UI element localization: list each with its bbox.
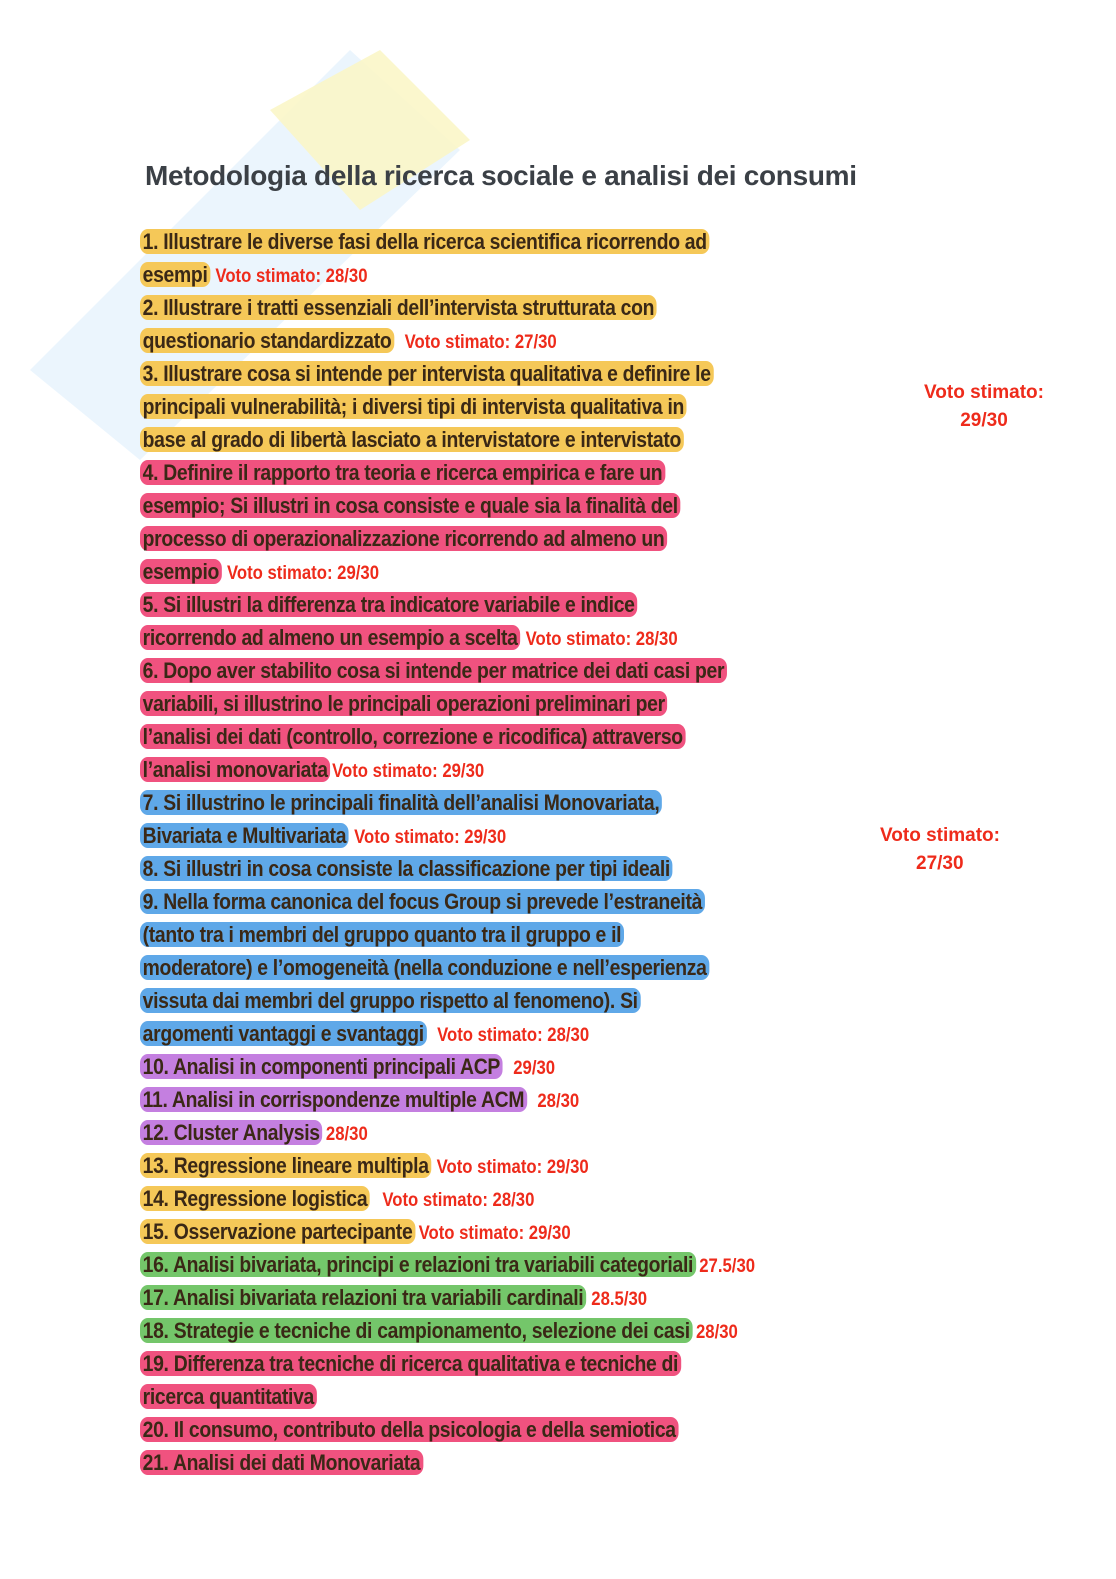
grade-estimate: Voto stimato: 28/30: [437, 1025, 590, 1046]
question-text: Bivariata e Multivariata: [140, 823, 349, 848]
question-text: 15. Osservazione partecipante: [140, 1219, 416, 1244]
question-text: 21. Analisi dei dati Monovariata: [140, 1450, 424, 1475]
question-text: 12. Cluster Analysis: [140, 1120, 323, 1145]
question-text: esempi: [140, 262, 211, 287]
question-text: 13. Regressione lineare multipla: [140, 1153, 432, 1178]
question-text: 14. Regressione logistica: [140, 1186, 370, 1211]
list-item: 16. Analisi bivariata, principi e relazi…: [140, 1248, 1100, 1281]
list-item: 2. Illustrare i tratti essenziali dell’i…: [140, 291, 1100, 357]
question-text: 20. Il consumo, contributo della psicolo…: [140, 1417, 679, 1442]
list-item: 6. Dopo aver stabilito cosa si intende p…: [140, 654, 1100, 786]
question-text: base al grado di libertà lasciato a inte…: [140, 427, 684, 452]
list-item: 13. Regressione lineare multipla Voto sti…: [140, 1149, 1100, 1182]
grade-estimate: Voto stimato: 29/30: [418, 1223, 571, 1244]
question-text: vissuta dai membri del gruppo rispetto a…: [140, 988, 641, 1013]
question-text: 16. Analisi bivariata, principi e relazi…: [140, 1252, 696, 1277]
question-text: principali vulnerabilità; i diversi tipi…: [140, 394, 687, 419]
list-item: 21. Analisi dei dati Monovariata: [140, 1446, 1100, 1479]
grade-estimate: Voto stimato: 27/30: [404, 332, 557, 353]
grade-estimate: Voto stimato: 27/30: [880, 822, 1000, 878]
question-text: variabili, si illustrino le principali o…: [140, 691, 668, 716]
grade-estimate: 28/30: [537, 1091, 580, 1112]
question-text: moderatore) e l’omogeneità (nella conduz…: [140, 955, 710, 980]
question-text: 6. Dopo aver stabilito cosa si intende p…: [140, 658, 727, 683]
question-text: 1. Illustrare le diverse fasi della rice…: [140, 229, 710, 254]
question-text: 18. Strategie e tecniche di campionament…: [140, 1318, 693, 1343]
question-text: ricerca quantitativa: [140, 1384, 317, 1409]
question-text: 17. Analisi bivariata relazioni tra vari…: [140, 1285, 587, 1310]
question-text: 3. Illustrare cosa si intende per interv…: [140, 361, 714, 386]
question-text: questionario standardizzato: [140, 328, 395, 353]
page-title: Metodologia della ricerca sociale e anal…: [145, 160, 857, 191]
question-text: 4. Definire il rapporto tra teoria e ric…: [140, 460, 665, 485]
grade-estimate: Voto stimato: 28/30: [215, 266, 368, 287]
question-text: 10. Analisi in componenti principali ACP: [140, 1054, 503, 1079]
grade-estimate: Voto stimato: 29/30: [332, 761, 485, 782]
list-item: 19. Differenza tra tecniche di ricerca q…: [140, 1347, 1100, 1413]
grade-estimate: Voto stimato: 29/30: [924, 379, 1044, 435]
grade-estimate: Voto stimato: 28/30: [382, 1190, 535, 1211]
question-text: ricorrendo ad almeno un esempio a scelta: [140, 625, 521, 650]
grade-estimate: 28/30: [325, 1124, 368, 1145]
list-item: 1. Illustrare le diverse fasi della rice…: [140, 225, 1100, 291]
grade-value: 27/30: [916, 853, 964, 874]
list-item: 17. Analisi bivariata relazioni tra vari…: [140, 1281, 1100, 1314]
list-item: 11. Analisi in corrispondenze multiple A…: [140, 1083, 1100, 1116]
grade-value: 29/30: [960, 410, 1008, 431]
question-text: l’analisi monovariata: [140, 757, 331, 782]
list-item: 15. Osservazione partecipante Voto stimat…: [140, 1215, 1100, 1248]
list-item: 10. Analisi in componenti principali ACP…: [140, 1050, 1100, 1083]
question-text: argomenti vantaggi e svantaggi: [140, 1021, 427, 1046]
grade-estimate: 29/30: [513, 1058, 556, 1079]
grade-label: Voto stimato:: [924, 382, 1044, 403]
grade-estimate: 28.5/30: [591, 1289, 648, 1310]
question-text: 19. Differenza tra tecniche di ricerca q…: [140, 1351, 681, 1376]
list-item: 4. Definire il rapporto tra teoria e ric…: [140, 456, 1100, 588]
grade-label: Voto stimato:: [880, 825, 1000, 846]
question-text: 11. Analisi in corrispondenze multiple A…: [140, 1087, 527, 1112]
question-text: 2. Illustrare i tratti essenziali dell’i…: [140, 295, 657, 320]
list-item: 9. Nella forma canonica del focus Group …: [140, 885, 1100, 1050]
question-list: 1. Illustrare le diverse fasi della rice…: [140, 225, 1100, 1479]
list-item: 14. Regressione logistica Voto stimato: 2…: [140, 1182, 1100, 1215]
grade-estimate: Voto stimato: 29/30: [226, 563, 380, 584]
question-text: processo di operazionalizzazione ricorre…: [140, 526, 667, 551]
grade-estimate: 28/30: [695, 1322, 738, 1343]
list-item: 7. Si illustrino le principali finalità …: [140, 786, 1100, 852]
list-item: 5. Si illustri la differenza tra indicat…: [140, 588, 1100, 654]
question-text: l’analisi dei dati (controllo, correzion…: [140, 724, 686, 749]
grade-estimate: Voto stimato: 29/30: [354, 827, 507, 848]
question-text: esempio; Si illustri in cosa consiste e …: [140, 493, 681, 518]
grade-estimate: 27.5/30: [699, 1256, 756, 1277]
grade-estimate: Voto stimato: 28/30: [525, 629, 678, 650]
question-text: 5. Si illustri la differenza tra indicat…: [140, 592, 638, 617]
grade-estimate: Voto stimato: 29/30: [436, 1157, 589, 1178]
list-item: 8. Si illustri in cosa consiste la class…: [140, 825, 1100, 885]
list-item: 18. Strategie e tecniche di campionament…: [140, 1314, 1100, 1347]
question-text: esempio: [140, 559, 222, 584]
list-item: 20. Il consumo, contributo della psicolo…: [140, 1413, 1100, 1446]
question-text: (tanto tra i membri del gruppo quanto tr…: [140, 922, 624, 947]
list-item: 12. Cluster Analysis 28/30: [140, 1116, 1100, 1149]
question-text: 9. Nella forma canonica del focus Group …: [140, 889, 705, 914]
list-item: 3. Illustrare cosa si intende per interv…: [140, 357, 1100, 456]
question-text: 7. Si illustrino le principali finalità …: [140, 790, 663, 815]
question-text: 8. Si illustri in cosa consiste la class…: [140, 856, 673, 881]
